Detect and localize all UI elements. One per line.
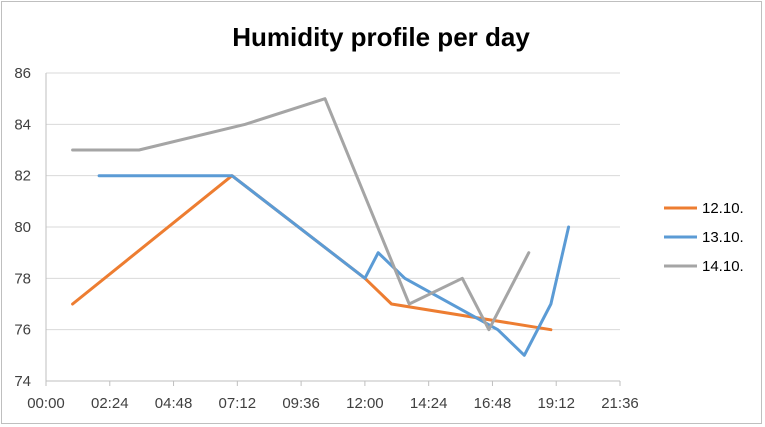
gridlines	[46, 72, 620, 331]
x-tick-label: 21:36	[601, 395, 639, 412]
y-tick-label: 78	[14, 270, 31, 287]
x-tick-label: 14:24	[410, 395, 448, 412]
y-tick-label: 76	[14, 322, 31, 339]
x-tick-label: 00:00	[27, 395, 65, 412]
x-tick-label: 04:48	[155, 395, 193, 412]
axes	[45, 73, 621, 386]
x-tick-label: 07:12	[219, 395, 257, 412]
y-tick-label: 80	[14, 219, 31, 236]
x-tick-label: 12:00	[346, 395, 384, 412]
legend-label: 14.10.	[702, 258, 744, 275]
y-axis-tick-labels: 74 76 78 80 82 84 86	[14, 65, 31, 390]
legend-label: 12.10.	[702, 200, 744, 217]
x-tick-label: 09:36	[282, 395, 320, 412]
legend-label: 13.10.	[702, 229, 744, 246]
x-tick-label: 19:12	[537, 395, 575, 412]
series-line-14-10	[71, 97, 531, 332]
y-tick-label: 86	[14, 65, 31, 82]
legend: 12.10. 13.10. 14.10.	[664, 200, 744, 275]
x-axis-tick-labels: 00:00 02:24 04:48 07:12 09:36 12:00 14:24 16:48…	[27, 395, 639, 412]
y-tick-label: 84	[14, 116, 31, 133]
series-line-12-10	[71, 174, 553, 332]
series-lines	[71, 97, 571, 357]
x-tick-label: 16:48	[474, 395, 512, 412]
x-tick-label: 02:24	[91, 395, 129, 412]
y-tick-label: 82	[14, 168, 31, 185]
chart-title: Humidity profile per day	[232, 22, 530, 52]
series-line-13-10	[97, 174, 571, 357]
y-tick-label: 74	[14, 373, 31, 390]
